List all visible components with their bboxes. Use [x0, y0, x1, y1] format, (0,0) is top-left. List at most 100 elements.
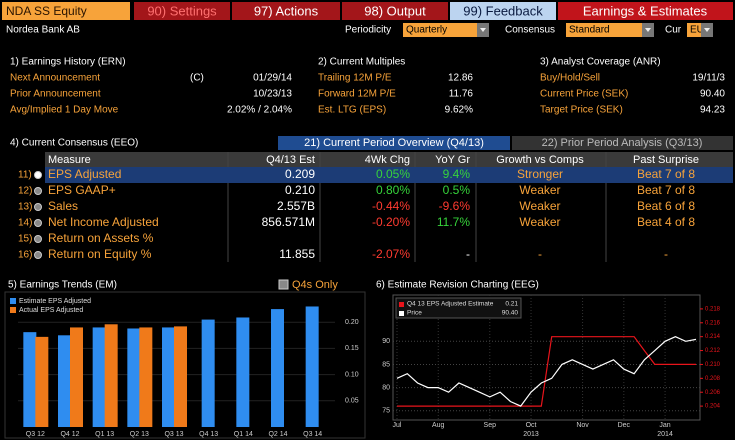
button[interactable]: [232, 2, 340, 20]
field-label: Buy/Hold/Sell: [540, 73, 600, 84]
measure[interactable]: EPS GAAP+: [48, 183, 116, 197]
cell: Beat 4 of 8: [637, 215, 695, 229]
bar: [305, 306, 319, 427]
currency[interactable]: EUR: [690, 25, 711, 36]
measure[interactable]: Return on Equity %: [48, 247, 152, 261]
company: Nordea Bank AB: [6, 25, 80, 36]
cell: 9.4%: [443, 167, 471, 181]
cell: Weaker: [519, 215, 560, 229]
x-tick-label: Q1 13: [95, 431, 114, 438]
field-value: 01/29/14: [253, 73, 292, 84]
measure[interactable]: EPS Adjusted: [48, 167, 121, 181]
x-tick-label: Sep: [484, 422, 497, 429]
bar: [92, 327, 106, 427]
legend-box: [395, 297, 522, 319]
series-line: [397, 336, 696, 407]
field-label: Est. LTG (EPS): [318, 105, 386, 116]
bar: [174, 326, 187, 427]
radio[interactable]: [34, 251, 42, 259]
radio[interactable]: [34, 219, 42, 227]
field-label: Next Announcement: [10, 73, 100, 84]
dropdown[interactable]: [403, 23, 489, 37]
x-tick-label: Q2 14: [268, 431, 287, 438]
legend-label: Estimate EPS Adjusted: [19, 298, 91, 305]
cell: -0.20%: [372, 215, 410, 229]
legend-value: 0.21: [505, 301, 518, 308]
x-year-label: 2014: [657, 431, 673, 438]
column-header: Measure: [48, 154, 91, 166]
x-tick-label: Aug: [432, 422, 445, 429]
radio[interactable]: [34, 187, 42, 195]
cell: -0.44%: [372, 199, 410, 213]
ticker[interactable]: NDA SS Equity: [6, 4, 87, 18]
button-label[interactable]: 97) Actions: [254, 3, 319, 18]
section-title: 6) Estimate Revision Charting (EEG): [376, 280, 539, 291]
x-tick-label: Jul: [393, 422, 402, 429]
x-tick-label: Q4 12: [60, 431, 79, 438]
x-tick-label: Q1 14: [234, 431, 253, 438]
cell: -9.6%: [439, 199, 471, 213]
dropdown[interactable]: [566, 23, 654, 37]
column-header: Q4/13 Est: [266, 154, 315, 166]
radio[interactable]: [34, 171, 42, 179]
button[interactable]: [450, 2, 556, 20]
field-value: 12.86: [448, 73, 473, 84]
measure[interactable]: Sales: [48, 199, 78, 213]
bar: [23, 332, 37, 427]
cell: Weaker: [519, 199, 560, 213]
row-number[interactable]: 15): [18, 234, 32, 245]
bar: [201, 319, 215, 427]
button-label[interactable]: 90) Settings: [147, 3, 217, 18]
y-tick-label: 75: [382, 408, 390, 415]
field-label: Avg/Implied 1 Day Move: [10, 105, 119, 116]
tab[interactable]: [512, 136, 733, 150]
cell: Stronger: [517, 167, 563, 181]
tab-label[interactable]: 22) Prior Period Analysis (Q3/13): [542, 137, 703, 149]
radio[interactable]: [34, 203, 42, 211]
row-number[interactable]: 13): [18, 202, 32, 213]
cell: 0.5%: [443, 183, 471, 197]
field-value: 94.23: [700, 105, 725, 116]
series-line: [396, 336, 697, 407]
tab-label[interactable]: 21) Current Period Overview (Q4/13): [304, 137, 484, 149]
function-title: Earnings & Estimates: [583, 3, 708, 18]
row-number[interactable]: 16): [18, 250, 32, 261]
y2-tick-label: 0.206: [705, 390, 721, 396]
bar: [139, 327, 153, 427]
x-tick-label: Q3 14: [303, 431, 322, 438]
y2-tick-label: 0.204: [705, 404, 721, 410]
radio[interactable]: [34, 235, 42, 243]
field-value: 10/23/13: [253, 89, 292, 100]
measure[interactable]: Net Income Adjusted: [48, 215, 159, 229]
y-tick-label: 90: [382, 338, 390, 345]
cell: 2.557B: [277, 199, 315, 213]
tab-active[interactable]: [278, 136, 510, 150]
y-tick-label: 0.05: [345, 398, 359, 405]
button[interactable]: [134, 2, 230, 20]
row-number[interactable]: 11): [18, 170, 32, 181]
bar: [271, 309, 284, 427]
field-value: 9.62%: [445, 105, 473, 116]
row-number[interactable]: 12): [18, 186, 32, 197]
checkbox[interactable]: [278, 279, 289, 290]
consensus[interactable]: Standard: [569, 25, 610, 36]
y2-tick-label: 0.210: [705, 362, 721, 368]
cell: 0.209: [285, 167, 315, 181]
periodicity[interactable]: Quarterly: [406, 25, 447, 36]
button-label[interactable]: 99) Feedback: [463, 3, 543, 18]
y2-tick-label: 0.214: [705, 334, 721, 340]
checkbox-label[interactable]: Q4s Only: [292, 279, 338, 291]
cur-label: Cur: [665, 25, 682, 36]
row-number[interactable]: 14): [18, 218, 32, 229]
y-tick-label: 85: [382, 361, 390, 368]
button[interactable]: [342, 2, 448, 20]
legend-swatch: [10, 298, 16, 304]
button-label[interactable]: 98) Output: [364, 3, 426, 18]
legend-value: 90.40: [502, 310, 519, 317]
measure[interactable]: Return on Assets %: [48, 231, 154, 245]
ticker-box[interactable]: [2, 2, 130, 20]
x-tick-label: Q4 13: [199, 431, 218, 438]
cell: 0.80%: [376, 183, 410, 197]
table-header: [45, 152, 733, 167]
cell: -2.07%: [372, 247, 410, 261]
